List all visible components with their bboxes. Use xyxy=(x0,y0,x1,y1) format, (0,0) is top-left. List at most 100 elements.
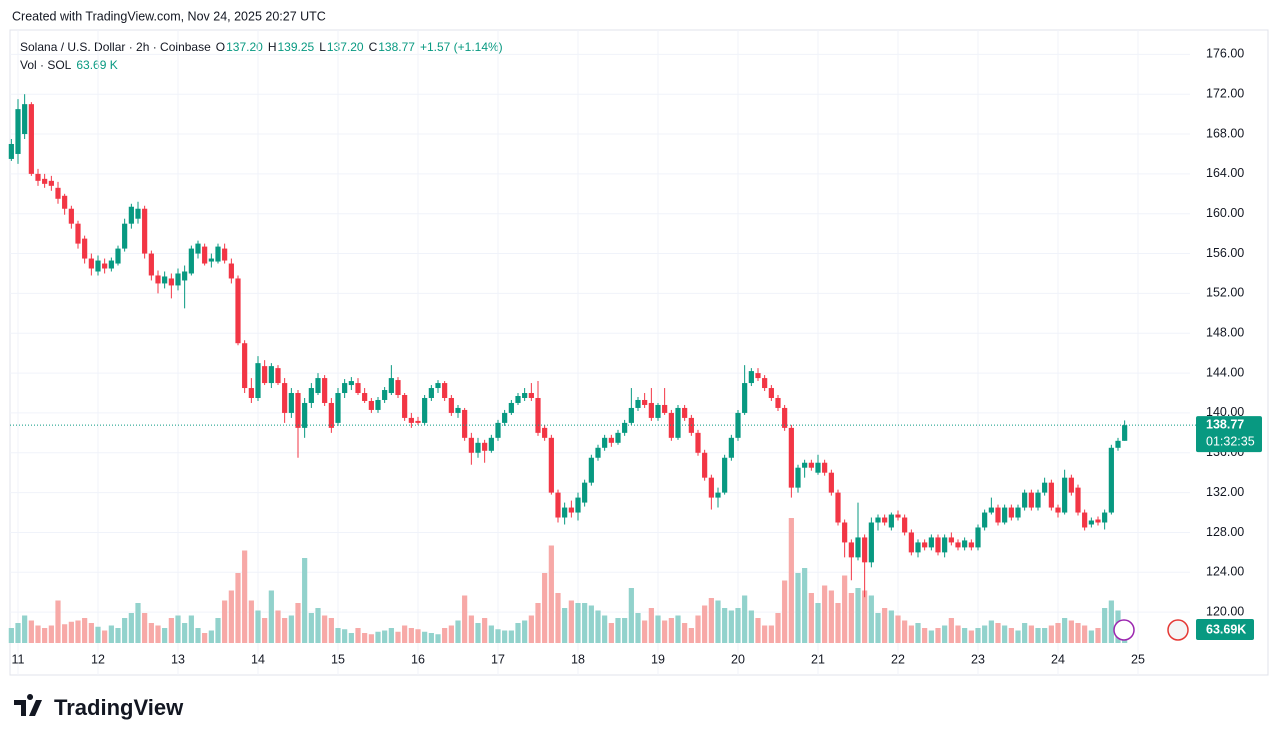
volume-bar xyxy=(635,613,641,643)
candle-body xyxy=(568,507,574,513)
candle-body xyxy=(842,522,848,543)
volume-bar xyxy=(595,610,601,643)
volume-bar xyxy=(522,620,528,643)
price-tag-value: 138.77 xyxy=(1206,417,1244,431)
candle-body xyxy=(248,388,254,398)
volume-bar xyxy=(908,625,914,643)
ohlc-value: 138.77 xyxy=(378,40,415,54)
volume-bar xyxy=(862,590,868,643)
volume-bar xyxy=(328,618,334,643)
volume-bar xyxy=(795,573,801,643)
volume-bar xyxy=(515,623,521,643)
volume-bar xyxy=(382,630,388,643)
candle-body xyxy=(955,542,961,548)
candle-body xyxy=(1075,487,1081,513)
x-tick-label: 17 xyxy=(491,652,505,666)
volume-bar xyxy=(488,625,494,643)
volume-bar xyxy=(215,618,221,643)
volume-bar xyxy=(428,633,434,643)
volume-bar xyxy=(288,615,294,643)
created-note: Created with TradingView.com, Nov 24, 20… xyxy=(12,9,326,23)
volume-bar xyxy=(895,615,901,643)
volume-bar xyxy=(975,628,981,643)
volume-bar xyxy=(55,600,61,643)
volume-bar xyxy=(882,608,888,643)
volume-bar xyxy=(475,623,481,643)
candle-body xyxy=(815,462,821,473)
legend-title: Solana / U.S. Dollar · 2h · Coinbase xyxy=(20,40,211,54)
candle-body xyxy=(1035,492,1041,508)
candle-body xyxy=(442,383,448,398)
candle-body xyxy=(322,378,328,403)
x-tick-label: 16 xyxy=(411,652,425,666)
volume-bar xyxy=(575,603,581,643)
candle-body xyxy=(702,452,708,478)
candle-body xyxy=(1028,492,1034,508)
candle-body xyxy=(862,537,868,563)
candle-body xyxy=(295,393,301,428)
volume-bar xyxy=(148,623,154,643)
candle-body xyxy=(935,537,941,553)
candle-body xyxy=(288,393,294,413)
candle-body xyxy=(408,417,414,423)
volume-bar xyxy=(848,593,854,643)
volume-bar xyxy=(1022,623,1028,643)
volume-bar xyxy=(308,613,314,643)
candle-body xyxy=(762,378,768,389)
candle-body xyxy=(182,271,188,281)
volume-bar xyxy=(335,628,341,643)
volume-bar xyxy=(88,623,94,643)
candle-body xyxy=(1088,520,1094,525)
candle-body xyxy=(275,368,281,384)
volume-bar xyxy=(108,625,114,643)
volume-bar xyxy=(582,603,588,643)
legend-change: +1.57 (+1.14%) xyxy=(420,40,503,54)
volume-bar xyxy=(1082,625,1088,643)
volume-bar xyxy=(602,615,608,643)
volume-bar xyxy=(675,615,681,643)
candle-body xyxy=(1068,477,1074,493)
volume-bar xyxy=(48,625,54,643)
volume-bar xyxy=(928,630,934,643)
candle-body xyxy=(668,412,674,438)
volume-bar xyxy=(608,623,614,643)
y-tick-label: 164.00 xyxy=(1206,166,1244,180)
candle-body xyxy=(895,514,901,518)
volume-bar xyxy=(948,618,954,643)
candle-body xyxy=(208,258,214,262)
candle-body xyxy=(35,173,41,181)
candle-body xyxy=(562,507,568,518)
volume-bar xyxy=(82,618,88,643)
volume-bar xyxy=(642,620,648,643)
candle-body xyxy=(595,447,601,458)
volume-bar xyxy=(775,613,781,643)
candle-body xyxy=(55,187,61,199)
ohlc-value: 137.20 xyxy=(327,40,364,54)
candle-body xyxy=(142,208,148,254)
volume-bar xyxy=(1042,628,1048,643)
volume-bar xyxy=(1055,623,1061,643)
candle-body xyxy=(428,388,434,398)
candle-body xyxy=(822,462,828,473)
y-tick-label: 120.00 xyxy=(1206,604,1244,618)
volume-tag xyxy=(1196,619,1254,640)
volume-bar xyxy=(915,623,921,643)
volume-bar xyxy=(922,628,928,643)
y-tick-label: 144.00 xyxy=(1206,365,1244,379)
volume-bar xyxy=(682,623,688,643)
candle-body xyxy=(202,246,208,264)
candle-body xyxy=(482,442,488,451)
volume-bar xyxy=(295,603,301,643)
ohlc-value: 137.20 xyxy=(226,40,263,54)
candle-body xyxy=(262,366,268,384)
candle-body xyxy=(448,397,454,413)
candle-body xyxy=(788,427,794,488)
candle-body xyxy=(675,407,681,438)
volume-bar xyxy=(1015,630,1021,643)
candle-body xyxy=(122,223,128,249)
candle-body xyxy=(148,253,154,276)
candle-body xyxy=(508,402,514,413)
candle-body xyxy=(1122,425,1128,441)
candle-body xyxy=(42,178,48,184)
